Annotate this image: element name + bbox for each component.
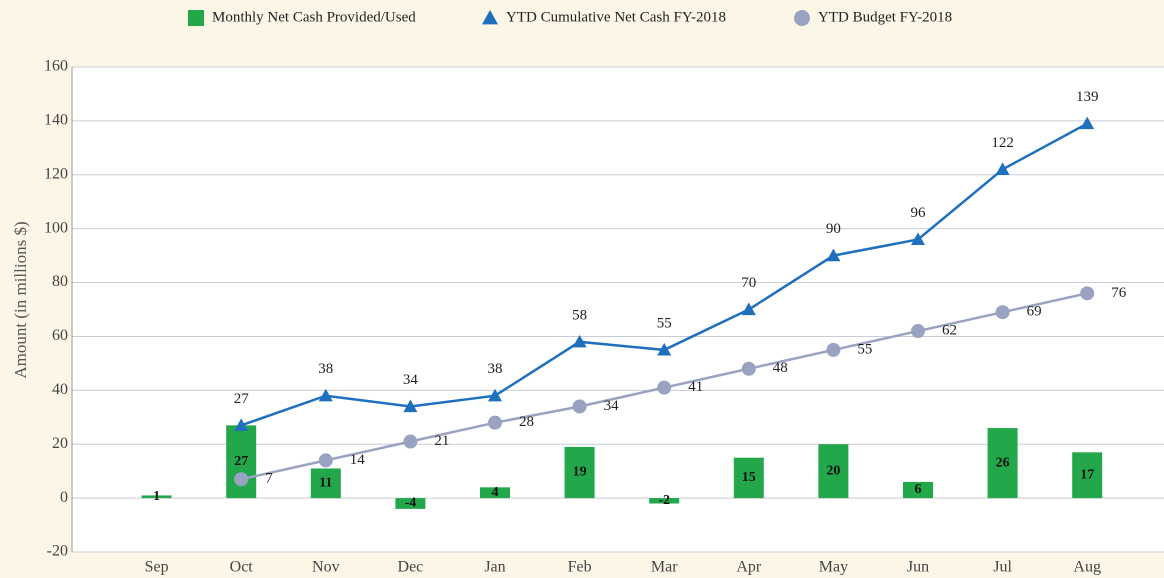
bar-value-label: 4	[492, 485, 499, 500]
y-tick-label: 100	[44, 219, 68, 236]
point	[572, 334, 587, 348]
bar	[480, 487, 510, 499]
bar-value-label: 19	[573, 465, 587, 480]
point-value-label: 34	[604, 398, 620, 414]
point-value-label: 122	[991, 135, 1014, 151]
y-tick-label: 0	[60, 489, 68, 506]
bar-value-label: 1	[153, 489, 160, 504]
point-value-label: 27	[234, 391, 250, 407]
point-value-label: 58	[572, 307, 587, 323]
bar	[818, 444, 849, 499]
point-value-label: 48	[773, 360, 788, 376]
legend-marker	[482, 10, 498, 25]
legend-label: Monthly Net Cash Provided/Used	[212, 9, 416, 25]
x-tick-label: Nov	[312, 559, 340, 576]
point-value-label: 14	[350, 452, 366, 468]
point-value-label: 7	[265, 471, 273, 487]
bar-value-label: 20	[826, 463, 840, 478]
legend-label: YTD Cumulative Net Cash FY-2018	[506, 9, 726, 25]
point-value-label: 28	[519, 414, 534, 430]
bar	[564, 446, 595, 499]
point	[234, 418, 249, 431]
point-value-label: 70	[741, 275, 756, 291]
point	[657, 342, 672, 356]
bar	[987, 428, 1018, 499]
point-value-label: 90	[826, 221, 841, 237]
point	[403, 434, 418, 449]
point	[911, 232, 925, 246]
bar	[395, 498, 426, 509]
bar-value-label: 27	[234, 454, 248, 469]
legend-marker	[188, 10, 204, 26]
point-value-label: 69	[1027, 304, 1042, 320]
bar-value-label: 6	[915, 482, 922, 497]
point-value-label: 139	[1076, 89, 1099, 105]
point	[995, 305, 1010, 320]
point-value-label: 21	[434, 433, 449, 449]
point	[318, 388, 333, 402]
bar	[141, 495, 172, 499]
x-tick-label: Dec	[398, 559, 424, 576]
bar-value-label: 15	[742, 470, 756, 485]
y-tick-label: 160	[44, 58, 68, 75]
y-axis-label: Amount (in millions $)	[11, 221, 30, 378]
x-tick-label: Sep	[145, 559, 169, 576]
bar	[310, 468, 341, 499]
x-tick-label: Jun	[907, 559, 929, 576]
x-tick-label: Aug	[1073, 559, 1101, 576]
point-value-label: 55	[657, 315, 672, 331]
x-tick-label: May	[819, 559, 848, 576]
point-value-label: 55	[857, 341, 872, 357]
y-tick-label: 140	[44, 112, 68, 129]
bar-value-label: 26	[996, 455, 1010, 470]
point	[234, 472, 249, 487]
point	[488, 388, 502, 402]
point	[826, 248, 841, 262]
x-tick-label: Jul	[993, 559, 1012, 576]
point	[1080, 286, 1095, 301]
y-tick-label: 60	[52, 327, 68, 344]
point	[1080, 116, 1095, 130]
point-value-label: 96	[911, 205, 927, 221]
point	[911, 324, 925, 339]
point	[741, 361, 756, 376]
point	[657, 380, 672, 395]
point	[318, 453, 333, 468]
point	[488, 415, 502, 430]
legend-label: YTD Budget FY-2018	[818, 9, 952, 25]
bar-value-label: -2	[658, 493, 670, 508]
point	[995, 162, 1010, 175]
point-value-label: 38	[318, 361, 333, 377]
point-value-label: 62	[942, 322, 957, 338]
point-value-label: 76	[1111, 285, 1127, 301]
bar-value-label: 11	[319, 476, 332, 491]
legend-marker	[794, 10, 810, 26]
point	[403, 399, 418, 413]
point-value-label: 34	[403, 372, 419, 388]
point-value-label: 41	[688, 379, 703, 395]
y-tick-label: 80	[52, 273, 68, 290]
bar	[903, 481, 933, 499]
point	[826, 342, 841, 357]
bar-value-label: -4	[405, 496, 417, 511]
point-value-label: 38	[488, 361, 503, 377]
x-tick-label: Jan	[484, 559, 505, 576]
y-tick-label: -20	[47, 543, 68, 560]
point	[572, 399, 587, 414]
y-tick-label: 20	[52, 435, 68, 452]
bar	[649, 498, 680, 504]
x-tick-label: Mar	[651, 559, 678, 576]
x-tick-label: Feb	[568, 559, 592, 576]
bar	[1072, 452, 1103, 499]
bar	[733, 457, 764, 499]
y-tick-label: 120	[44, 165, 68, 182]
point	[741, 302, 756, 316]
x-tick-label: Apr	[736, 559, 762, 576]
x-tick-label: Oct	[230, 559, 254, 576]
bar-value-label: 17	[1080, 467, 1094, 482]
y-tick-label: 40	[52, 381, 68, 398]
